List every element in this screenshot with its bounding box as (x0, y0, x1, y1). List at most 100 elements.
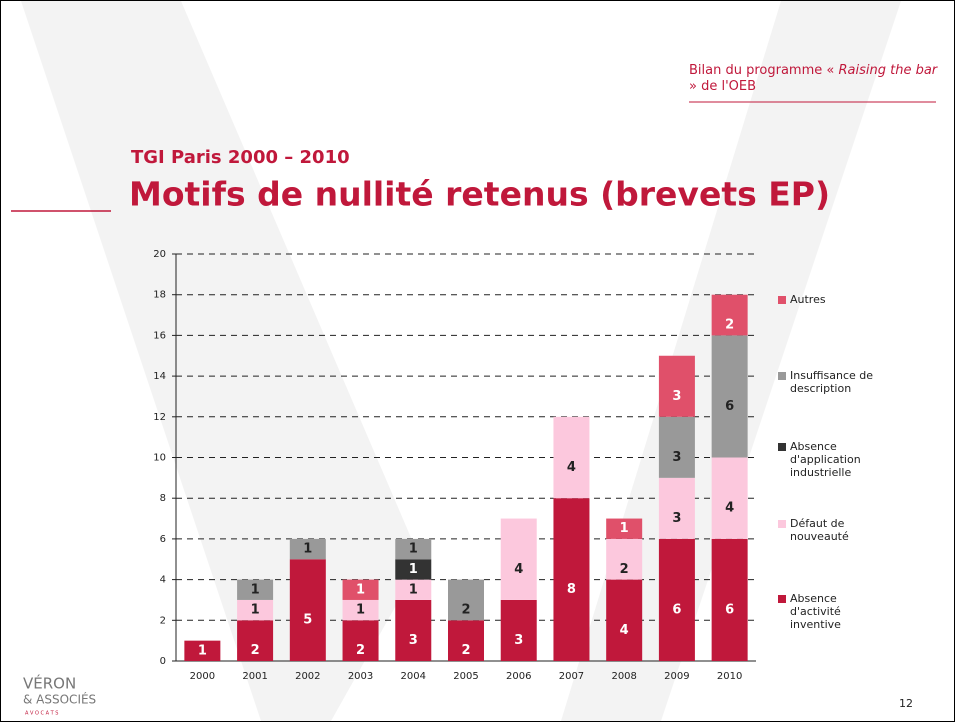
x-tick-label: 2004 (401, 671, 426, 682)
bar-segment (342, 579, 379, 600)
data-label: 6 (672, 602, 681, 617)
data-label: 1 (409, 542, 418, 557)
data-label: 2 (461, 643, 470, 658)
data-label: 3 (514, 633, 523, 648)
data-label: 1 (356, 603, 365, 618)
data-label: 1 (251, 582, 260, 597)
y-tick-label: 2 (160, 615, 166, 626)
bar-segment (184, 640, 221, 661)
x-tick-label: 2010 (717, 671, 742, 682)
y-tick-label: 14 (153, 371, 166, 382)
data-label: 4 (514, 562, 523, 577)
data-label: 2 (461, 602, 470, 617)
data-label: 4 (567, 460, 576, 475)
bar-segment (658, 355, 695, 417)
y-tick-label: 18 (153, 290, 166, 301)
legend-item: Autres (778, 293, 908, 306)
bar-segment (553, 416, 590, 499)
legend-label: Insuffisance de description (790, 369, 874, 395)
x-tick-label: 2005 (453, 671, 478, 682)
bar-segment (448, 579, 484, 621)
bar-segment (237, 579, 274, 600)
legend-swatch (778, 296, 786, 304)
x-tick-label: 2007 (559, 671, 584, 682)
data-label: 3 (672, 389, 681, 404)
bar-segment (711, 538, 748, 661)
bar-segment (289, 538, 326, 560)
x-tick-label: 2008 (611, 671, 636, 682)
bar-segment (289, 559, 326, 661)
bar-segment (395, 559, 432, 580)
page-number: 12 (899, 697, 913, 710)
legend-label: Absence d'application industrielle (790, 440, 861, 479)
data-label: 1 (356, 582, 365, 597)
bar-segment (237, 620, 274, 661)
header: Bilan du programme « Raising the bar » d… (689, 63, 939, 95)
bar-segment (342, 599, 379, 621)
bar-segment (606, 518, 643, 539)
data-label: 3 (672, 511, 681, 526)
bar-segment (342, 620, 379, 661)
y-tick-label: 16 (153, 330, 166, 341)
bar-segment (606, 579, 643, 661)
data-label: 4 (725, 501, 734, 516)
y-tick-label: 0 (160, 656, 166, 667)
data-label: 4 (620, 623, 629, 638)
header-italic: Raising the bar (838, 63, 938, 78)
y-tick-label: 4 (160, 575, 166, 586)
legend-label: Absence d'activité inventive (790, 592, 841, 631)
bar-segment (553, 498, 590, 661)
legend-item: Défaut de nouveauté (778, 517, 908, 543)
y-tick-label: 12 (153, 412, 166, 423)
x-tick-label: 2009 (664, 671, 689, 682)
header-text: Bilan du programme « (689, 63, 839, 78)
legend-item: Absence d'application industrielle (778, 440, 908, 479)
legend-item: Absence d'activité inventive (778, 592, 908, 631)
data-label: 2 (251, 643, 260, 658)
data-label: 6 (725, 602, 734, 617)
y-tick-label: 20 (153, 249, 166, 260)
bar-segment (658, 538, 695, 661)
data-label: 1 (198, 643, 207, 658)
legend-item: Insuffisance de description (778, 369, 908, 395)
y-tick-label: 8 (160, 493, 166, 504)
data-label: 1 (409, 582, 418, 597)
x-tick-label: 2000 (190, 671, 215, 682)
data-label: 3 (409, 633, 418, 648)
legend-swatch (778, 443, 786, 451)
y-tick-label: 6 (160, 534, 166, 545)
data-label: 2 (620, 562, 629, 577)
logo-sub: & ASSOCIÉS (23, 692, 96, 707)
data-label: 1 (409, 562, 418, 577)
data-label: 1 (251, 603, 260, 618)
bar-segment (606, 538, 643, 580)
bar-segment (395, 599, 432, 661)
data-label: 1 (303, 542, 312, 557)
bar-segment (711, 335, 748, 458)
bar-segment (395, 579, 432, 600)
data-label: 5 (303, 613, 312, 628)
bar-segment (395, 538, 432, 560)
bar-segment (500, 518, 537, 600)
logo-tag: A V O C A T S (25, 711, 58, 717)
subtitle: TGI Paris 2000 – 2010 (131, 147, 350, 168)
legend-label: Défaut de nouveauté (790, 517, 849, 543)
legend-swatch (778, 595, 786, 603)
y-tick-label: 10 (153, 453, 166, 464)
logo-name: VÉRON (23, 674, 76, 693)
x-tick-label: 2006 (506, 671, 531, 682)
bar-segment (711, 457, 748, 539)
x-tick-label: 2001 (242, 671, 267, 682)
data-label: 1 (620, 521, 629, 536)
bar-segment (500, 599, 537, 661)
bar-segment (448, 620, 484, 661)
x-tick-label: 2002 (295, 671, 320, 682)
bar-segment (237, 599, 274, 621)
bar-segment (658, 416, 695, 478)
legend-swatch (778, 520, 786, 528)
legend-swatch (778, 372, 786, 380)
data-label: 8 (567, 582, 576, 597)
bar-segment (711, 294, 748, 336)
